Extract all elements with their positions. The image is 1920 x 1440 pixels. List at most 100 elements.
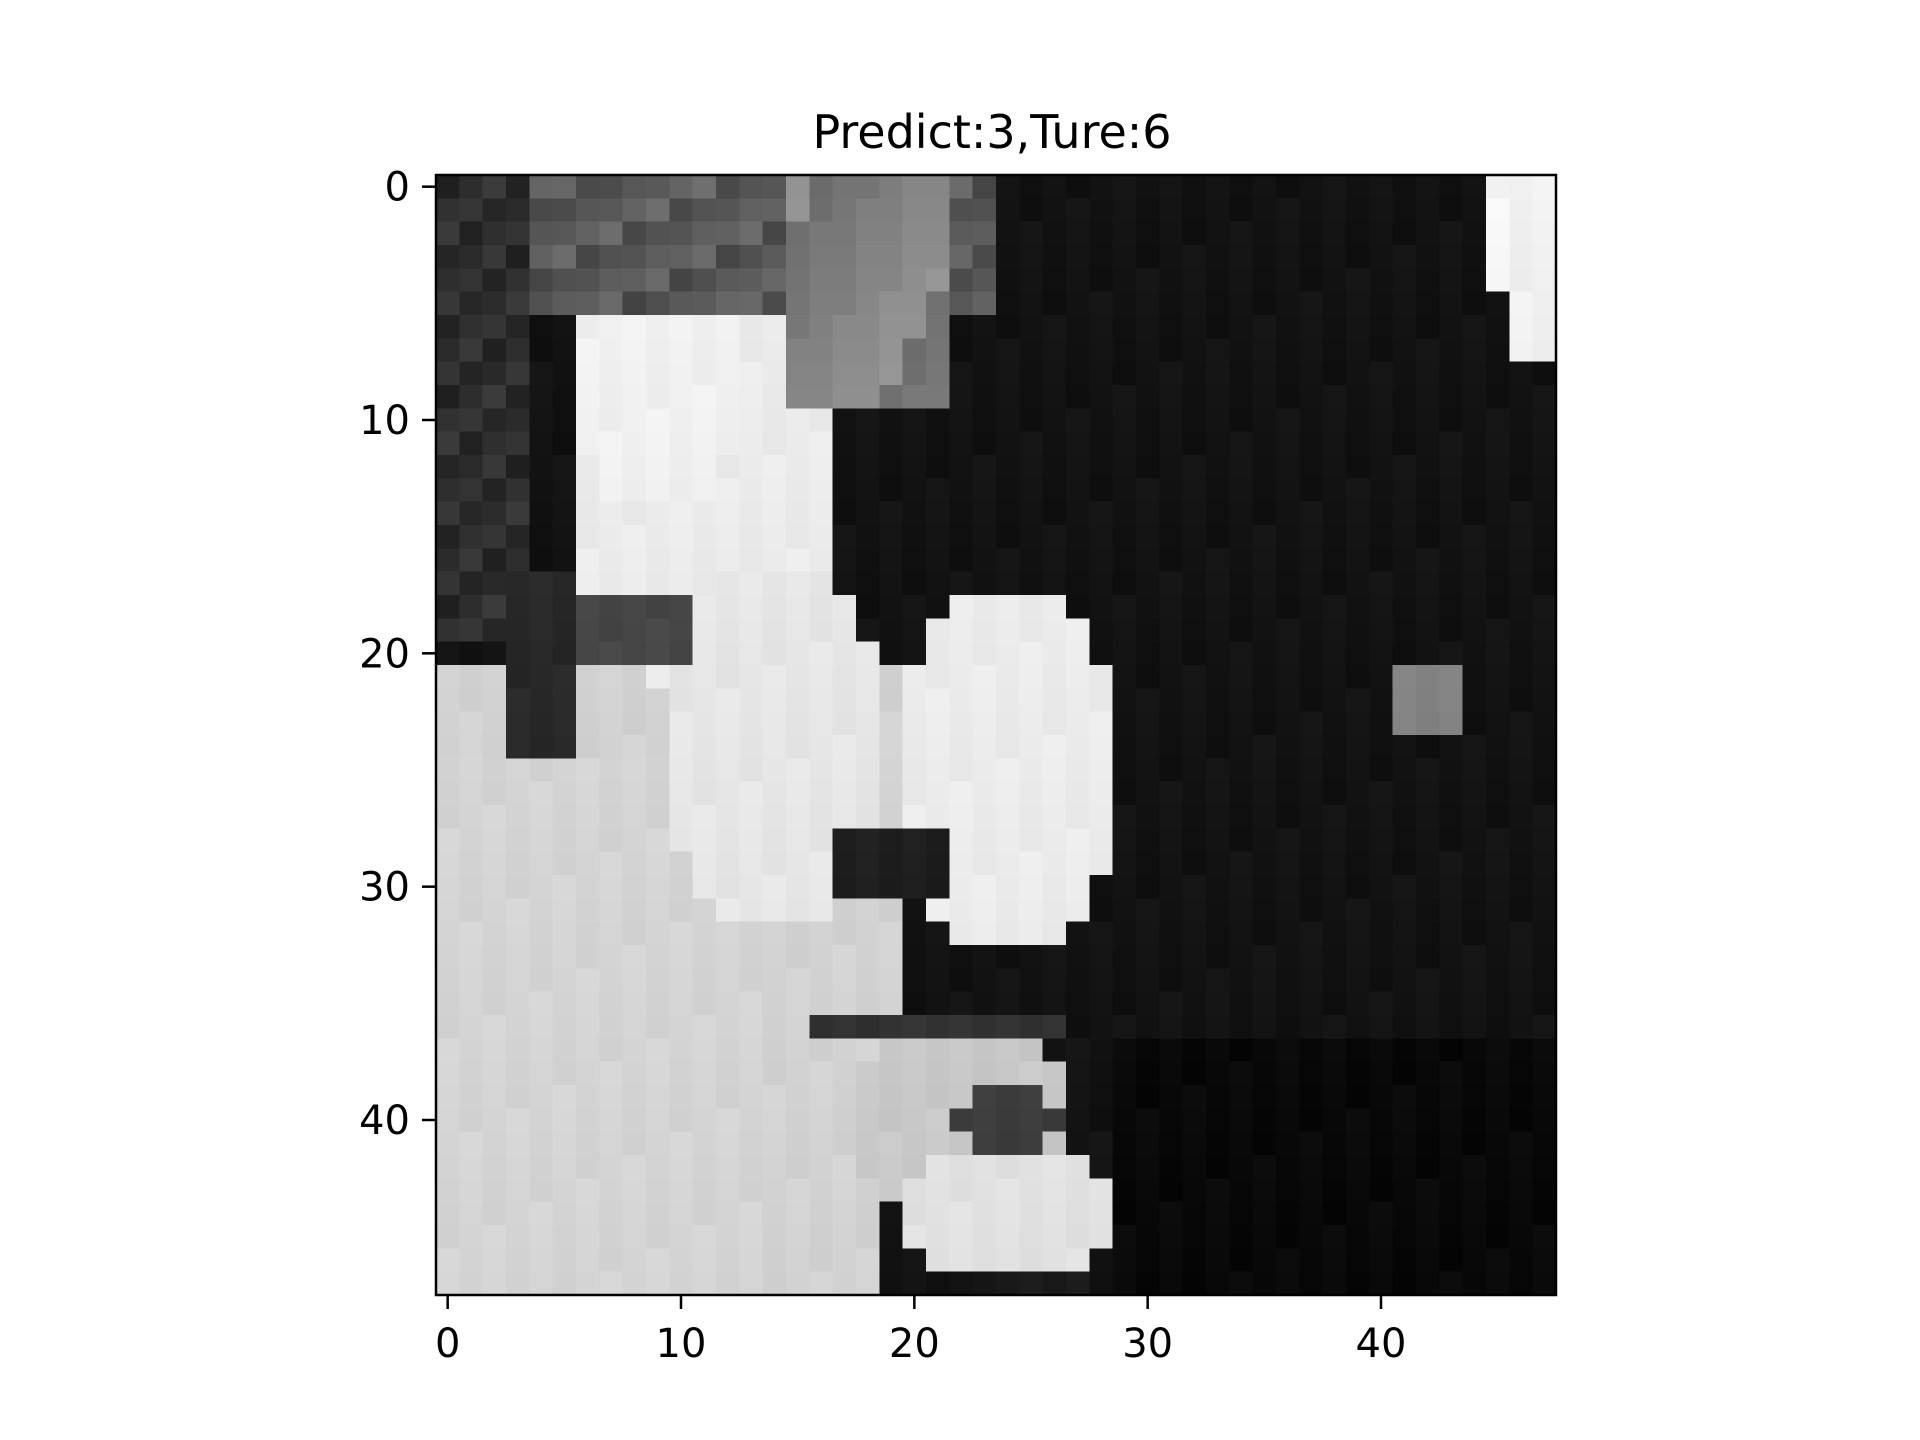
image-pixel bbox=[902, 1178, 927, 1203]
image-pixel bbox=[949, 1225, 974, 1249]
image-pixel bbox=[576, 1108, 600, 1133]
image-pixel bbox=[1182, 1155, 1207, 1179]
image-pixel bbox=[1206, 758, 1230, 783]
image-pixel bbox=[646, 408, 670, 433]
image-pixel bbox=[949, 805, 974, 829]
image-pixel bbox=[1252, 361, 1277, 386]
image-pixel bbox=[949, 408, 974, 433]
image-pixel bbox=[809, 338, 834, 363]
image-pixel bbox=[1299, 361, 1324, 386]
image-pixel bbox=[1486, 198, 1510, 223]
image-pixel bbox=[1136, 291, 1160, 316]
image-pixel bbox=[436, 1155, 460, 1179]
image-pixel bbox=[786, 921, 810, 946]
image-pixel bbox=[926, 431, 950, 456]
image-pixel bbox=[436, 1108, 460, 1133]
image-pixel bbox=[856, 175, 880, 199]
image-pixel bbox=[949, 1061, 974, 1086]
image-pixel bbox=[459, 665, 484, 689]
image-pixel bbox=[1159, 875, 1184, 899]
image-pixel bbox=[1066, 478, 1090, 503]
image-pixel bbox=[856, 1201, 880, 1226]
image-pixel bbox=[1276, 595, 1300, 619]
image-pixel bbox=[436, 595, 460, 619]
image-pixel bbox=[809, 1248, 834, 1273]
y-tick-label: 10 bbox=[359, 398, 410, 444]
image-pixel bbox=[552, 245, 577, 269]
image-pixel bbox=[622, 618, 647, 643]
image-pixel bbox=[576, 641, 600, 666]
image-pixel bbox=[1532, 1131, 1556, 1156]
image-pixel bbox=[996, 198, 1020, 223]
image-pixel bbox=[1322, 501, 1347, 526]
image-pixel bbox=[809, 455, 834, 479]
image-pixel bbox=[972, 175, 997, 199]
image-pixel bbox=[1369, 1155, 1394, 1179]
image-pixel bbox=[692, 735, 717, 759]
image-pixel bbox=[1462, 1248, 1487, 1273]
image-pixel bbox=[902, 1248, 927, 1273]
image-pixel bbox=[506, 455, 530, 479]
image-pixel bbox=[1369, 221, 1394, 246]
image-pixel bbox=[832, 991, 857, 1016]
image-pixel bbox=[1252, 175, 1277, 199]
image-pixel bbox=[1439, 548, 1464, 573]
image-pixel bbox=[996, 851, 1020, 876]
image-pixel bbox=[786, 875, 810, 899]
image-pixel bbox=[599, 408, 624, 433]
image-pixel bbox=[1486, 1155, 1510, 1179]
image-pixel bbox=[996, 921, 1020, 946]
image-pixel bbox=[1462, 665, 1487, 689]
image-pixel bbox=[436, 641, 460, 666]
image-pixel bbox=[1229, 501, 1254, 526]
image-pixel bbox=[1462, 1271, 1487, 1295]
image-pixel bbox=[1276, 1271, 1300, 1295]
image-pixel bbox=[949, 501, 974, 526]
image-pixel bbox=[972, 501, 997, 526]
image-pixel bbox=[832, 525, 857, 549]
image-pixel bbox=[1346, 921, 1370, 946]
image-pixel bbox=[1509, 1038, 1534, 1063]
image-pixel bbox=[1112, 898, 1137, 923]
image-pixel bbox=[879, 175, 904, 199]
image-pixel bbox=[1486, 1131, 1510, 1156]
image-pixel bbox=[786, 758, 810, 783]
image-pixel bbox=[1089, 1015, 1114, 1039]
image-pixel bbox=[1229, 1201, 1254, 1226]
image-pixel bbox=[1462, 945, 1487, 969]
image-pixel bbox=[716, 758, 740, 783]
image-pixel bbox=[1252, 688, 1277, 713]
image-pixel bbox=[506, 735, 530, 759]
image-pixel bbox=[1206, 711, 1230, 736]
image-pixel bbox=[762, 711, 787, 736]
image-pixel bbox=[809, 991, 834, 1016]
image-pixel bbox=[1392, 875, 1417, 899]
image-pixel bbox=[1252, 758, 1277, 783]
image-pixel bbox=[1066, 548, 1090, 573]
image-pixel bbox=[482, 408, 507, 433]
image-pixel bbox=[599, 991, 624, 1016]
image-pixel bbox=[1486, 315, 1510, 339]
image-pixel bbox=[1112, 641, 1137, 666]
image-pixel bbox=[1439, 1248, 1464, 1273]
image-pixel bbox=[1042, 1248, 1067, 1273]
image-pixel bbox=[762, 1248, 787, 1273]
image-pixel bbox=[1416, 548, 1440, 573]
image-pixel bbox=[1089, 361, 1114, 386]
image-pixel bbox=[1462, 338, 1487, 363]
image-pixel bbox=[856, 1061, 880, 1086]
image-pixel bbox=[1299, 641, 1324, 666]
image-pixel bbox=[1462, 501, 1487, 526]
image-pixel bbox=[1416, 1155, 1440, 1179]
image-pixel bbox=[1229, 221, 1254, 246]
image-pixel bbox=[1509, 688, 1534, 713]
image-pixel bbox=[949, 431, 974, 456]
image-pixel bbox=[809, 688, 834, 713]
image-pixel bbox=[552, 198, 577, 223]
image-pixel bbox=[1532, 688, 1556, 713]
image-pixel bbox=[1136, 921, 1160, 946]
image-pixel bbox=[482, 851, 507, 876]
image-pixel bbox=[1346, 1061, 1370, 1086]
image-pixel bbox=[856, 501, 880, 526]
image-pixel bbox=[1509, 1155, 1534, 1179]
